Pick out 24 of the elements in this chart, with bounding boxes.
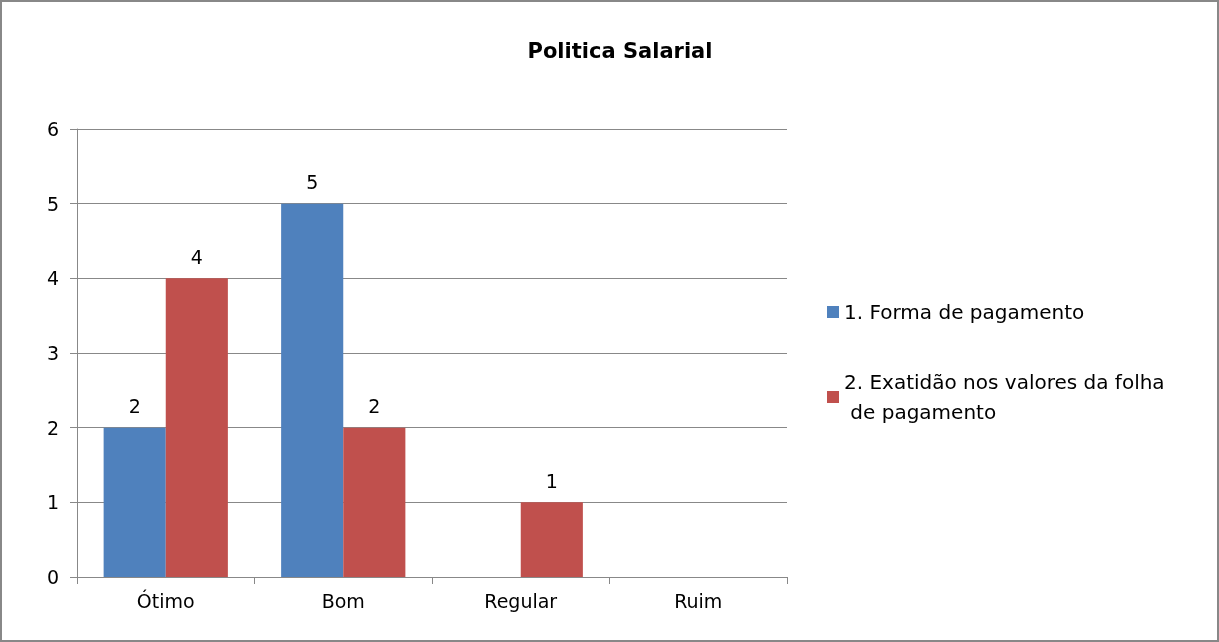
bar [103, 427, 166, 577]
chart-title: Politica Salarial [527, 38, 713, 63]
x-tick-label: Bom [321, 589, 365, 612]
data-label: 2 [128, 395, 141, 418]
x-tick-label: Ruim [674, 589, 723, 612]
legend-label: 1. Forma de pagamento [844, 300, 1085, 324]
bar [281, 203, 344, 577]
y-tick-label: 1 [46, 491, 59, 514]
legend-label: 2. Exatidão nos valores da folha de pagamento [844, 370, 1165, 424]
data-label: 2 [368, 395, 381, 418]
data-label: 4 [190, 245, 203, 268]
bar [343, 427, 406, 577]
y-tick-label: 6 [46, 118, 59, 140]
bar [520, 502, 583, 577]
bar [165, 278, 228, 577]
x-tick-label: Regular [484, 589, 558, 612]
y-tick-label: 2 [46, 416, 59, 439]
data-label: 5 [306, 171, 319, 194]
y-tick-label: 3 [46, 342, 59, 364]
x-tick-label: Ótimo [136, 588, 195, 612]
y-tick-label: 5 [46, 192, 59, 215]
data-label: 1 [545, 469, 558, 492]
y-tick-label: 4 [46, 267, 59, 290]
y-tick-label: 0 [46, 566, 59, 588]
